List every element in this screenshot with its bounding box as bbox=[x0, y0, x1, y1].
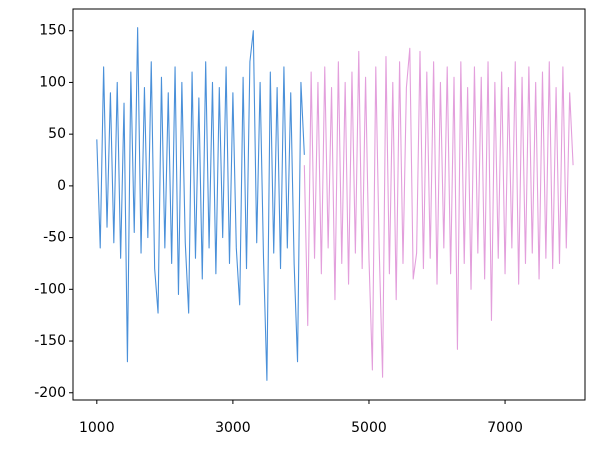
plot-frame bbox=[72, 8, 586, 401]
y-tick-label: 0 bbox=[57, 178, 66, 194]
line-series bbox=[303, 47, 574, 378]
y-tick-label: -200 bbox=[34, 385, 66, 401]
y-tick-label: 100 bbox=[39, 74, 66, 90]
y-tick-label: 50 bbox=[48, 126, 66, 142]
x-tick-label: 7000 bbox=[487, 420, 523, 436]
x-tick-label: 1000 bbox=[79, 420, 115, 436]
y-tick-label: 150 bbox=[39, 23, 66, 39]
y-tick-label: -50 bbox=[43, 230, 66, 246]
y-tick-label: -100 bbox=[34, 281, 66, 297]
y-tick-label: -150 bbox=[34, 333, 66, 349]
x-tick-label: 3000 bbox=[215, 420, 251, 436]
x-tick-label: 5000 bbox=[351, 420, 387, 436]
line-series bbox=[96, 27, 305, 381]
